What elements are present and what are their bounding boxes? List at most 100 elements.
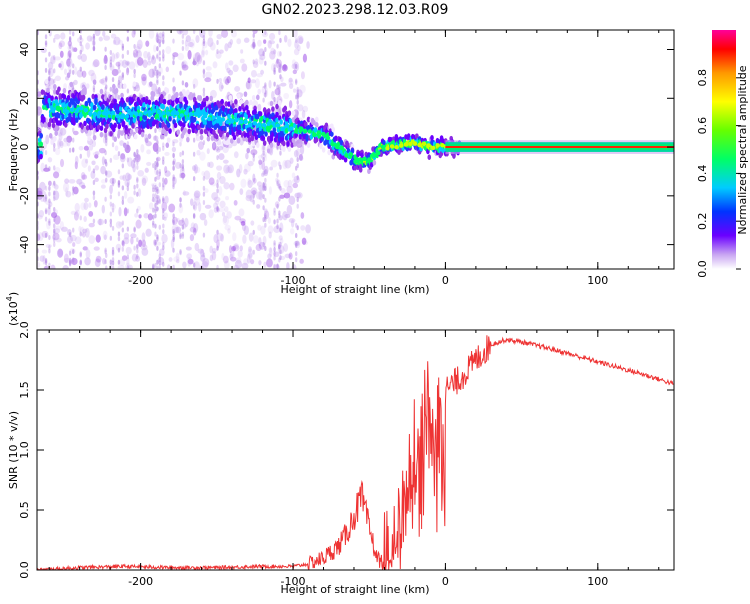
heatmap-streak bbox=[273, 240, 276, 246]
heatmap-speckle bbox=[268, 186, 272, 195]
heatmap-y-label: Frequency (Hz) bbox=[7, 109, 20, 192]
heatmap-ridge-point bbox=[225, 119, 230, 125]
heatmap-speckle bbox=[58, 249, 64, 256]
heatmap-streak bbox=[192, 83, 196, 89]
heatmap-speckle bbox=[79, 226, 85, 237]
heatmap-streak bbox=[136, 253, 139, 259]
heatmap-speckle bbox=[148, 30, 155, 39]
heatmap-speckle bbox=[263, 39, 267, 44]
heatmap-cell bbox=[87, 135, 91, 142]
heatmap-speckle bbox=[121, 59, 128, 68]
heatmap-cell bbox=[430, 134, 434, 141]
heatmap-streak bbox=[79, 34, 82, 40]
heatmap-speckle bbox=[59, 50, 64, 58]
heatmap-streak bbox=[278, 30, 281, 36]
heatmap-speckle bbox=[216, 165, 223, 171]
heatmap-ridge-point bbox=[316, 130, 322, 135]
heatmap-cell bbox=[343, 156, 348, 163]
heatmap-speckle bbox=[234, 85, 241, 92]
heatmap-cell bbox=[269, 142, 274, 149]
heatmap-cell bbox=[122, 83, 127, 89]
heatmap-streak bbox=[156, 45, 159, 51]
heatmap-cell bbox=[199, 128, 204, 135]
heatmap-streak bbox=[152, 214, 155, 220]
heatmap-streak bbox=[162, 80, 165, 86]
heatmap-speckle bbox=[101, 204, 105, 214]
heatmap-streak bbox=[279, 185, 282, 191]
heatmap-speckle bbox=[134, 153, 141, 161]
heatmap-cell bbox=[256, 94, 260, 101]
heatmap-cell bbox=[269, 100, 274, 107]
heatmap-speckle bbox=[147, 56, 154, 63]
heatmap-streak bbox=[104, 86, 107, 92]
heatmap-speckle bbox=[283, 34, 288, 43]
heatmap-streak bbox=[72, 63, 75, 69]
heatmap-speckle bbox=[229, 182, 235, 191]
heatmap-speckle bbox=[287, 179, 293, 188]
heatmap-speckle bbox=[95, 234, 101, 243]
heatmap-speckle bbox=[83, 145, 89, 151]
heatmap-speckle bbox=[266, 258, 273, 268]
heatmap-speckle bbox=[218, 207, 225, 213]
heatmap-streak bbox=[216, 229, 219, 235]
heatmap-speckle bbox=[145, 228, 152, 237]
heatmap-speckle bbox=[224, 224, 231, 231]
heatmap-ridge-point bbox=[275, 123, 280, 128]
heatmap-speckle bbox=[291, 264, 297, 269]
heatmap-speckle bbox=[185, 35, 191, 43]
heatmap-streak bbox=[279, 249, 282, 255]
heatmap-speckle bbox=[182, 190, 186, 196]
heatmap-speckle bbox=[163, 212, 168, 219]
heatmap-streak bbox=[273, 251, 276, 257]
heatmap-streak bbox=[109, 259, 113, 265]
heatmap-streak bbox=[264, 30, 267, 35]
heatmap-speckle bbox=[59, 140, 64, 149]
colorbar-tick-label-4: 0.8 bbox=[696, 69, 709, 87]
heatmap-streak bbox=[154, 213, 157, 219]
heatmap-cell bbox=[53, 136, 57, 142]
heatmap-cell bbox=[205, 95, 209, 102]
heatmap-streak bbox=[181, 61, 185, 67]
heatmap-streak bbox=[202, 60, 206, 66]
heatmap-streak bbox=[72, 137, 75, 143]
heatmap-cell bbox=[112, 83, 116, 90]
heatmap-streak bbox=[104, 64, 107, 70]
heatmap-streak bbox=[156, 170, 159, 176]
heatmap-speckle bbox=[141, 232, 146, 242]
heatmap-cell bbox=[186, 136, 190, 143]
colorbar: 0.0 0.2 0.4 0.6 0.8 Normalized spectral ampl… bbox=[696, 30, 749, 278]
heatmap-speckle bbox=[175, 252, 180, 261]
heatmap-streak bbox=[48, 68, 51, 74]
heatmap-speckle bbox=[267, 217, 271, 224]
snr-x-ticks: -200 -100 0 100 bbox=[48, 330, 660, 588]
heatmap-streak bbox=[133, 245, 136, 251]
heatmap-ridge-point bbox=[371, 153, 376, 158]
heatmap-cell bbox=[175, 91, 179, 98]
heatmap-cell bbox=[133, 133, 138, 140]
heatmap-ridge-point bbox=[376, 150, 381, 156]
heatmap-streak bbox=[179, 30, 182, 34]
snr-x-tick-label-2: 0 bbox=[442, 575, 449, 588]
heatmap-speckle bbox=[146, 149, 151, 155]
heatmap-streak bbox=[152, 207, 155, 213]
heatmap-cell bbox=[286, 141, 290, 147]
heatmap-speckle bbox=[302, 53, 308, 63]
heatmap-ridge-point bbox=[293, 129, 299, 134]
heatmap-streak bbox=[156, 140, 159, 146]
heatmap-speckle bbox=[94, 30, 101, 37]
heatmap-cell bbox=[261, 87, 266, 94]
heatmap-streak bbox=[53, 223, 56, 229]
heatmap-speckle bbox=[278, 235, 283, 241]
heatmap-speckle bbox=[266, 148, 270, 154]
heatmap-streak bbox=[156, 37, 159, 43]
heatmap-cell bbox=[53, 84, 57, 90]
heatmap-speckle bbox=[298, 155, 304, 162]
heatmap-speckle bbox=[233, 200, 238, 206]
heatmap-cell bbox=[39, 132, 43, 139]
heatmap-speckle bbox=[153, 44, 157, 53]
heatmap-streak bbox=[264, 60, 267, 66]
heatmap-speckle bbox=[115, 221, 122, 229]
heatmap-ridge-point bbox=[421, 141, 427, 147]
heatmap-streak bbox=[158, 224, 161, 230]
